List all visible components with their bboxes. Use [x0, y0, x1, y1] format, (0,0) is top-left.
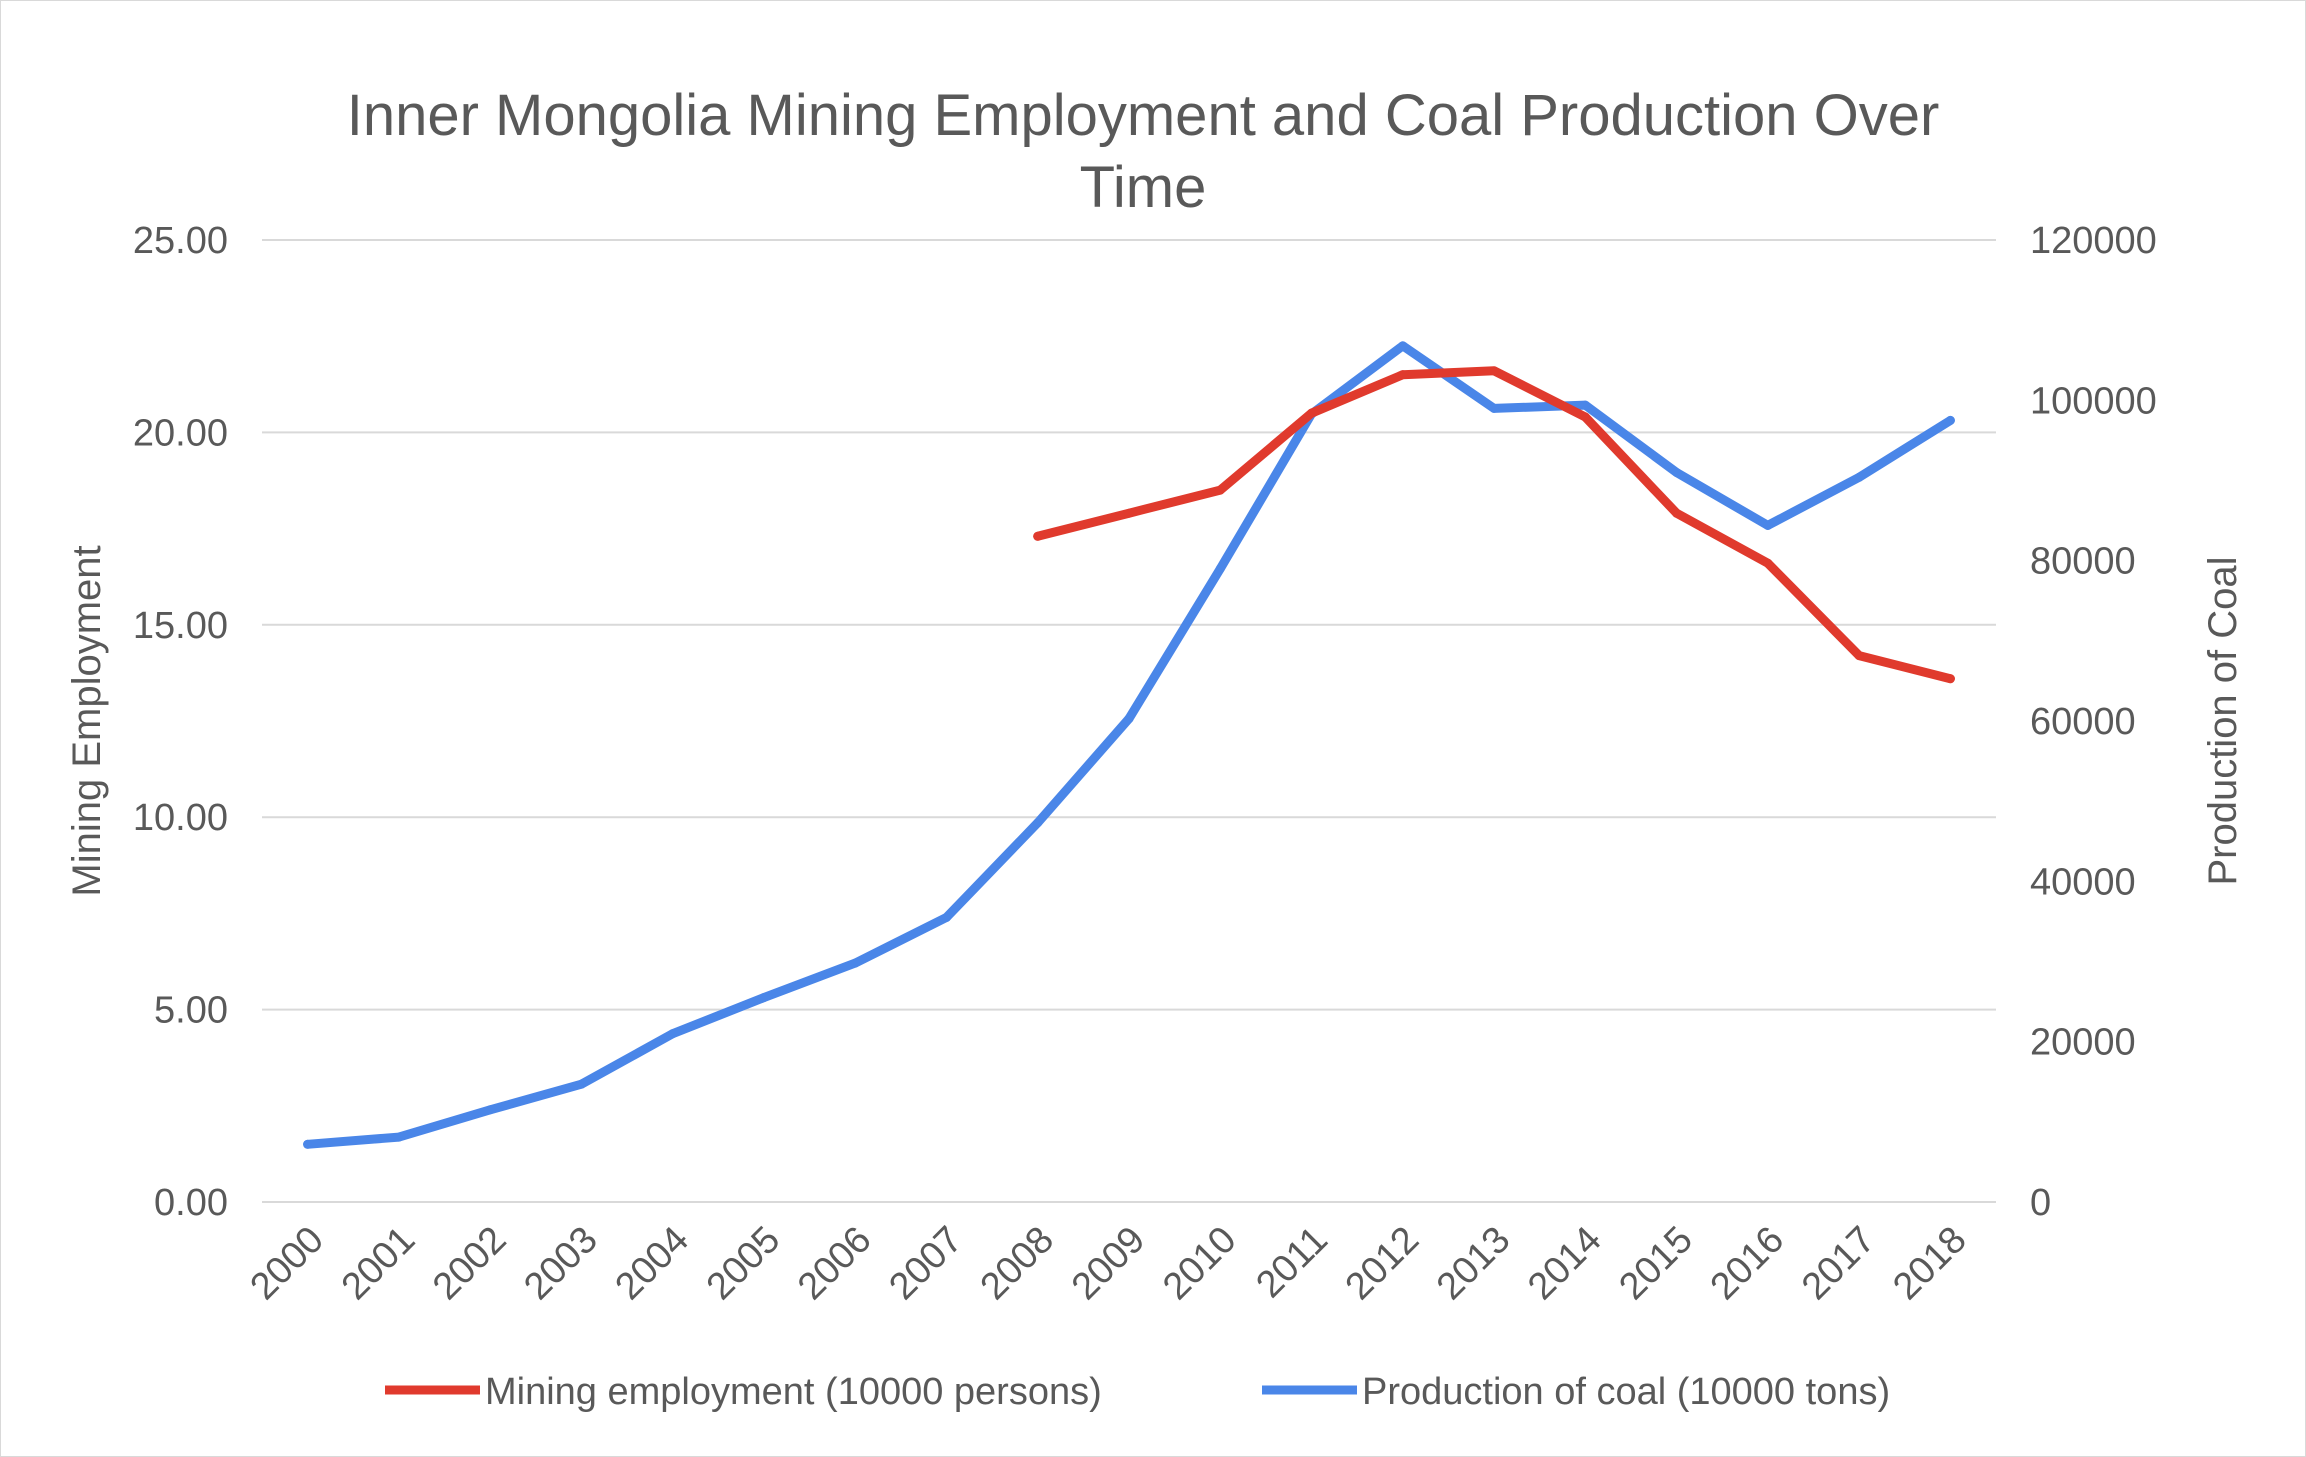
- left-axis-tick-label: 25.00: [133, 220, 228, 262]
- x-axis-tick-label: 2001: [334, 1219, 423, 1308]
- employment-series-line[interactable]: [1033, 366, 1955, 684]
- employment-data-point[interactable]: [1580, 412, 1590, 422]
- employment-data-point[interactable]: [1124, 508, 1134, 518]
- coal-data-point[interactable]: [759, 993, 769, 1003]
- employment-data-point[interactable]: [1215, 485, 1225, 495]
- x-axis-tick-label: 2004: [608, 1219, 697, 1308]
- x-axis-tick-label: 2017: [1794, 1219, 1883, 1308]
- employment-data-point[interactable]: [1033, 531, 1043, 541]
- chart-title-line-2: Time: [1080, 155, 1207, 220]
- coal-data-point[interactable]: [1854, 472, 1864, 482]
- coal-data-point[interactable]: [1215, 564, 1225, 574]
- employment-data-point[interactable]: [1489, 366, 1499, 376]
- employment-data-point[interactable]: [1672, 508, 1682, 518]
- x-axis-tick-label: 2015: [1611, 1219, 1700, 1308]
- coal-data-point[interactable]: [394, 1132, 404, 1142]
- x-axis-tick-label: 2006: [790, 1219, 879, 1308]
- coal-data-point[interactable]: [1124, 714, 1134, 724]
- x-axis-tick-label: 2011: [1248, 1219, 1335, 1306]
- right-axis-tick-label: 60000: [2030, 701, 2136, 743]
- x-axis-tick-label: 2016: [1703, 1219, 1792, 1308]
- coal-data-point[interactable]: [576, 1079, 586, 1089]
- coal-data-point[interactable]: [1763, 520, 1773, 530]
- employment-data-point[interactable]: [1398, 370, 1408, 380]
- coal-data-point[interactable]: [1945, 415, 1955, 425]
- x-axis-ticks: 2000 2001 2002 2003 2004 2005 2006 2007 2008 2009…: [243, 1219, 1975, 1308]
- gridlines: [262, 239, 1996, 1203]
- right-axis-title: Production of Coal: [2201, 556, 2245, 885]
- chart-title-line-1: Inner Mongolia Mining Employment and Coa…: [347, 83, 1940, 148]
- left-axis-tick-label: 10.00: [133, 797, 228, 839]
- coal-data-point[interactable]: [1489, 403, 1499, 413]
- right-axis-tick-label: 80000: [2030, 541, 2136, 583]
- x-axis-tick-label: 2000: [243, 1219, 332, 1308]
- legend-label-employment: Mining employment (10000 persons): [485, 1371, 1102, 1413]
- right-axis-tick-label: 100000: [2030, 380, 2157, 422]
- x-axis-tick-label: 2002: [425, 1219, 514, 1308]
- left-axis-tick-label: 5.00: [154, 990, 228, 1032]
- coal-data-point[interactable]: [1398, 341, 1408, 351]
- coal-data-point[interactable]: [485, 1105, 495, 1115]
- series-lines: [303, 341, 1955, 1149]
- x-axis-tick-label: 2005: [699, 1219, 788, 1308]
- coal-data-point[interactable]: [1580, 400, 1590, 410]
- left-axis-tick-label: 0.00: [154, 1182, 228, 1224]
- right-axis-ticks: 0 20000 40000 60000 80000 100000 120000: [2030, 220, 2157, 1224]
- right-axis-tick-label: 40000: [2030, 861, 2136, 903]
- employment-data-point[interactable]: [1307, 408, 1317, 418]
- x-axis-tick-label: 2009: [1064, 1219, 1153, 1308]
- coal-data-point[interactable]: [941, 912, 951, 922]
- coal-data-point[interactable]: [303, 1139, 313, 1149]
- coal-data-point[interactable]: [850, 958, 860, 968]
- right-axis-tick-label: 0: [2030, 1182, 2051, 1224]
- employment-data-point[interactable]: [1945, 674, 1955, 684]
- legend-label-coal: Production of coal (10000 tons): [1362, 1371, 1890, 1413]
- right-axis-tick-label: 20000: [2030, 1022, 2136, 1064]
- left-axis-ticks: 0.00 5.00 10.00 15.00 20.00 25.00: [133, 220, 228, 1224]
- employment-data-point[interactable]: [1763, 558, 1773, 568]
- x-axis-tick-label: 2010: [1155, 1219, 1244, 1308]
- x-axis-tick-label: 2003: [516, 1219, 605, 1308]
- coal-series-line[interactable]: [303, 341, 1955, 1149]
- right-axis-tick-label: 120000: [2030, 220, 2157, 262]
- x-axis-tick-label: 2007: [881, 1219, 970, 1308]
- x-axis-tick-label: 2018: [1885, 1219, 1974, 1308]
- left-axis-title: Mining Employment: [65, 545, 109, 896]
- coal-data-point[interactable]: [1033, 818, 1043, 828]
- x-axis-tick-label: 2008: [973, 1219, 1062, 1308]
- coal-data-point[interactable]: [1672, 467, 1682, 477]
- x-axis-tick-label: 2014: [1520, 1219, 1609, 1308]
- x-axis-tick-label: 2012: [1338, 1219, 1427, 1308]
- legend[interactable]: Mining employment (10000 persons) Produc…: [385, 1371, 1890, 1413]
- x-axis-tick-label: 2013: [1429, 1219, 1518, 1308]
- coal-data-point[interactable]: [668, 1029, 678, 1039]
- left-axis-tick-label: 15.00: [133, 605, 228, 647]
- left-axis-tick-label: 20.00: [133, 412, 228, 454]
- employment-data-point[interactable]: [1854, 651, 1864, 661]
